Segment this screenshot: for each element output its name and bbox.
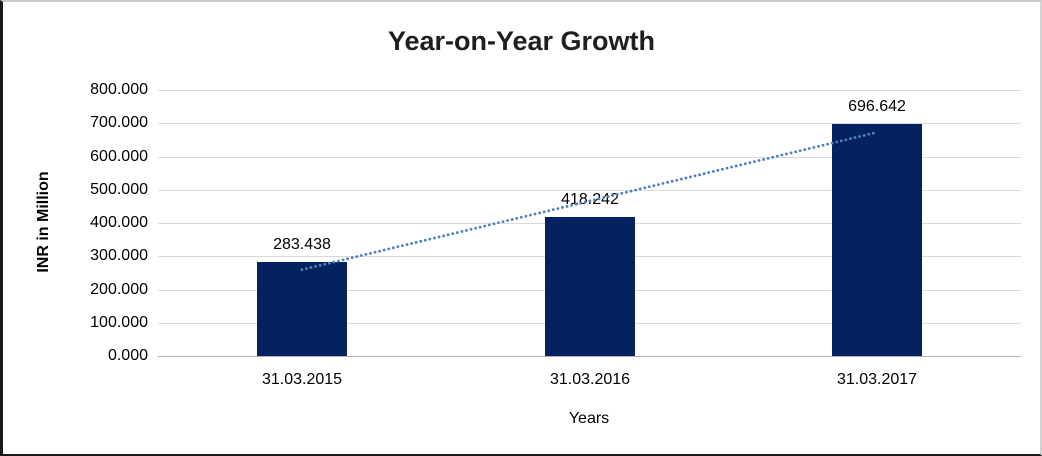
- data-label: 418.242: [561, 191, 619, 208]
- y-tick-label: 800.000: [90, 81, 148, 98]
- y-tick-label: 100.000: [90, 314, 148, 331]
- bar-31.03.2016[interactable]: [545, 217, 635, 356]
- y-tick-label: 300.000: [90, 247, 148, 264]
- chart-title: Year-on-Year Growth: [387, 26, 656, 56]
- x-axis-title: Years: [568, 410, 610, 427]
- y-axis-title: INR in Million: [35, 171, 52, 273]
- y-gridline: [158, 123, 1021, 124]
- y-tick-label: 200.000: [90, 281, 148, 298]
- x-tick-label: 31.03.2016: [549, 371, 631, 388]
- x-tick-label: 31.03.2015: [261, 371, 343, 388]
- y-tick-label: 600.000: [90, 148, 148, 165]
- y-gridline: [158, 90, 1021, 91]
- x-tick-label: 31.03.2017: [836, 371, 918, 388]
- bar-31.03.2015[interactable]: [257, 262, 347, 356]
- y-tick-label: 700.000: [90, 114, 148, 131]
- bar-31.03.2017[interactable]: [832, 124, 922, 356]
- x-axis-line: [158, 356, 1021, 357]
- y-tick-label: 400.000: [90, 214, 148, 231]
- y-tick-label: 500.000: [90, 181, 148, 198]
- data-label: 283.438: [273, 236, 331, 253]
- data-label: 696.642: [848, 98, 906, 115]
- y-tick-label: 0.000: [107, 347, 148, 364]
